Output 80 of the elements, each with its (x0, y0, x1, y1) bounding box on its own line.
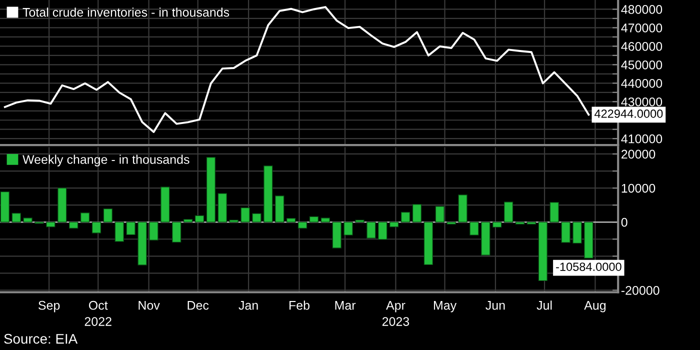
data-label: 422944.0000 (594, 109, 663, 118)
bar (504, 202, 514, 222)
y-tick-label: 430000 (621, 97, 662, 106)
y-tick-label: 0 (621, 218, 628, 227)
bar (126, 222, 136, 236)
x-tick-label: May (434, 301, 457, 312)
bar (515, 222, 525, 224)
y-tick-label: 20000 (622, 150, 656, 159)
bar (252, 213, 262, 222)
bar (538, 222, 548, 282)
bar (389, 222, 399, 228)
bar (526, 222, 536, 224)
bar (400, 212, 410, 222)
bar (160, 186, 170, 222)
y-tick-label: 410000 (621, 134, 662, 144)
bar (194, 215, 204, 222)
bar (344, 222, 353, 236)
bar (58, 188, 67, 222)
bar (298, 222, 308, 229)
bar (355, 220, 364, 222)
legend-label: Weekly change - in thousands (22, 154, 190, 166)
x-tick-label: Oct 2022 (84, 300, 112, 326)
y-tick-label: 10000 (622, 184, 656, 193)
bar (309, 216, 319, 222)
legend-label: Total crude inventories - in thousands (22, 8, 230, 17)
bar (23, 218, 32, 222)
bar (0, 191, 10, 222)
source-note: Source: EIA (4, 334, 78, 344)
bar (138, 222, 147, 266)
x-tick-label: Feb (289, 300, 310, 310)
x-tick-label: Jul (536, 300, 552, 310)
bar (286, 218, 296, 222)
bar (458, 194, 468, 222)
bar (481, 222, 490, 256)
bar (264, 166, 273, 222)
bar (12, 212, 21, 222)
bar (183, 219, 193, 222)
bar (68, 222, 78, 229)
bar (424, 222, 434, 266)
y-tick-label: 480000 (621, 5, 662, 14)
x-tick-label: Aug (584, 301, 606, 312)
y-tick-label: 450000 (621, 60, 662, 70)
bar (320, 218, 330, 222)
bar (80, 212, 90, 222)
bar (412, 204, 422, 222)
bar (332, 222, 342, 248)
bar (446, 222, 456, 224)
bar (240, 207, 250, 222)
bar (114, 222, 124, 242)
y-tick-label: 470000 (621, 24, 662, 32)
bar (206, 157, 216, 222)
x-tick-label: Jun (486, 301, 505, 310)
bar (366, 222, 376, 238)
bar (492, 222, 502, 228)
line-series (4, 6, 590, 133)
bar (561, 222, 570, 243)
x-tick-label: Sep (38, 300, 60, 312)
bar (435, 206, 444, 222)
x-tick-label: Nov (138, 301, 160, 310)
x-tick-label: Jan (238, 301, 258, 310)
bar (572, 222, 582, 244)
bar (149, 222, 158, 240)
x-tick-label: Dec (188, 301, 209, 310)
bar (103, 208, 113, 222)
x-tick-label: Mar (335, 301, 356, 310)
bar (584, 222, 594, 258)
data-label: -10584.0000 (556, 262, 622, 271)
bar (172, 222, 182, 243)
bar (550, 202, 559, 222)
bar (470, 222, 479, 236)
bar (46, 222, 56, 228)
y-tick-label: -20000 (621, 286, 660, 295)
bar (378, 222, 388, 240)
y-tick-label: 440000 (621, 78, 662, 88)
bar (92, 222, 102, 234)
x-tick-label: Apr 2023 (382, 301, 410, 326)
y-tick-label: 460000 (621, 42, 662, 51)
bar (218, 193, 227, 222)
bar (229, 220, 238, 222)
bar (275, 196, 284, 222)
